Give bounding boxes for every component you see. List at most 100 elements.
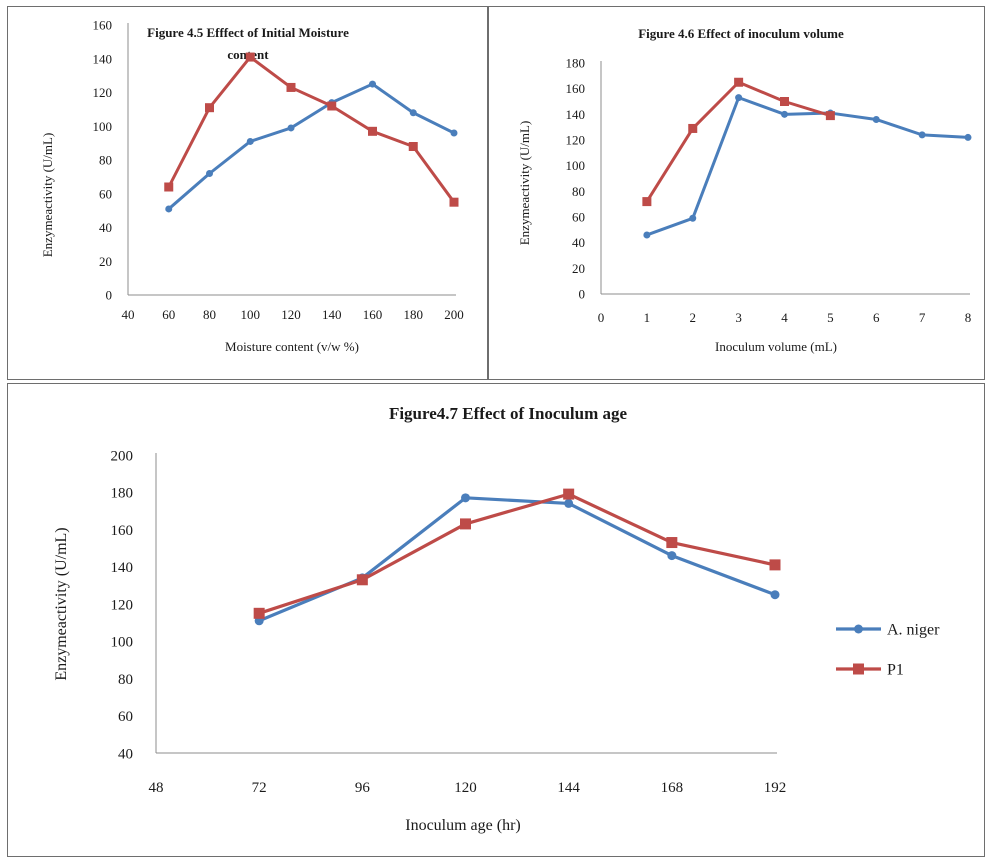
y-tick-label: 100 bbox=[111, 635, 134, 651]
data-point-circle bbox=[781, 110, 788, 118]
x-tick-label: 160 bbox=[363, 307, 383, 322]
data-point-square bbox=[642, 197, 652, 207]
data-point-circle bbox=[369, 80, 376, 88]
x-tick-label: 168 bbox=[661, 780, 684, 796]
data-point-square bbox=[408, 142, 418, 151]
x-tick-label: 4 bbox=[781, 310, 788, 325]
data-point-circle bbox=[246, 137, 254, 145]
y-tick-label: 40 bbox=[118, 746, 133, 762]
series-line-a-niger bbox=[258, 496, 776, 623]
y-tick-label: 20 bbox=[99, 254, 112, 269]
x-tick-label: 144 bbox=[557, 780, 580, 796]
chart-panel-inoculum-volume: Figure 4.6 Effect of inoculum volume 0 20 4… bbox=[488, 6, 985, 380]
y-tick-label: 140 bbox=[111, 560, 134, 576]
data-point-circle bbox=[450, 129, 458, 137]
y-axis-label: Enzymeactivity (U/mL) bbox=[53, 527, 70, 680]
data-point-square bbox=[734, 77, 744, 87]
x-tick-label: 96 bbox=[355, 780, 371, 796]
y-tick-label: 140 bbox=[566, 107, 586, 122]
x-tick-label: 140 bbox=[322, 307, 342, 322]
x-tick-label: 48 bbox=[149, 780, 164, 796]
data-point-square bbox=[769, 559, 781, 571]
y-tick-label: 80 bbox=[99, 153, 112, 168]
data-point-circle bbox=[770, 590, 780, 600]
chart-moisture: Figure 4.5 Efffect of Initial Moistureco… bbox=[40, 18, 464, 354]
data-point-square bbox=[563, 488, 575, 500]
legend-marker-square bbox=[853, 663, 864, 675]
data-point-square bbox=[356, 574, 368, 586]
series-line-series-1 bbox=[646, 96, 969, 237]
x-tick-label: 72 bbox=[252, 780, 267, 796]
series-line-series-1 bbox=[167, 82, 455, 211]
y-tick-label: 60 bbox=[99, 186, 112, 201]
y-tick-label: 160 bbox=[566, 81, 586, 96]
chart-title-line: Figure 4.5 Efffect of Initial Moisture bbox=[147, 25, 349, 40]
x-tick-label: 0 bbox=[598, 310, 605, 325]
data-point-circle bbox=[964, 133, 972, 141]
data-point-circle bbox=[287, 124, 295, 132]
data-point-circle bbox=[643, 231, 651, 239]
y-axis-label: Enzymeactivity (U/mL) bbox=[40, 133, 55, 258]
data-point-square bbox=[666, 537, 678, 549]
data-point-square bbox=[449, 197, 459, 207]
chart-title-line: Figure4.7 Effect of Inoculum age bbox=[389, 404, 628, 423]
data-point-square bbox=[780, 97, 789, 106]
y-tick-label: 100 bbox=[566, 158, 586, 173]
y-tick-label: 140 bbox=[93, 51, 113, 66]
series-line-series-2 bbox=[167, 55, 456, 204]
x-tick-label: 192 bbox=[764, 780, 787, 796]
chart-title-line: Figure 4.6 Effect of inoculum volume bbox=[638, 26, 844, 41]
data-point-square bbox=[327, 101, 337, 111]
y-tick-label: 160 bbox=[93, 18, 113, 33]
x-tick-label: 120 bbox=[454, 780, 477, 796]
y-tick-label: 200 bbox=[111, 448, 134, 464]
legend-label: A. niger bbox=[887, 622, 940, 639]
x-tick-label: 100 bbox=[241, 307, 261, 322]
data-point-circle bbox=[564, 498, 574, 508]
y-tick-label: 180 bbox=[111, 486, 134, 502]
y-axis-label: Enzymeactivity (U/mL) bbox=[517, 121, 532, 246]
chart-panel-moisture: Figure 4.5 Efffect of Initial Moistureco… bbox=[7, 6, 488, 380]
x-tick-label: 6 bbox=[873, 310, 880, 325]
data-point-circle bbox=[689, 214, 697, 222]
y-tick-label: 60 bbox=[572, 210, 585, 225]
x-axis-label: Inoculum age (hr) bbox=[405, 817, 521, 834]
data-point-square bbox=[245, 52, 255, 62]
chart-panel-inoculum-age: Figure4.7 Effect of Inoculum age 40 60 80 10… bbox=[7, 383, 985, 857]
y-tick-label: 80 bbox=[572, 184, 585, 199]
x-tick-label: 180 bbox=[404, 307, 424, 322]
y-tick-label: 120 bbox=[111, 597, 134, 613]
data-point-circle bbox=[165, 205, 173, 213]
data-point-square bbox=[164, 182, 174, 192]
x-tick-label: 5 bbox=[827, 310, 834, 325]
x-tick-label: 60 bbox=[162, 307, 175, 322]
x-tick-label: 1 bbox=[644, 310, 651, 325]
x-tick-label: 2 bbox=[690, 310, 697, 325]
data-point-circle bbox=[667, 551, 677, 561]
series-line-p1 bbox=[258, 492, 776, 615]
y-tick-label: 120 bbox=[93, 85, 113, 100]
x-tick-label: 7 bbox=[919, 310, 926, 325]
x-tick-label: 80 bbox=[203, 307, 216, 322]
legend-marker-circle bbox=[854, 624, 863, 634]
data-point-square bbox=[688, 123, 698, 133]
y-tick-label: 160 bbox=[111, 523, 134, 539]
y-tick-label: 0 bbox=[106, 288, 113, 303]
y-tick-label: 80 bbox=[118, 672, 133, 688]
x-tick-label: 3 bbox=[735, 310, 742, 325]
data-point-square bbox=[825, 111, 835, 121]
y-tick-label: 180 bbox=[566, 56, 586, 71]
data-point-circle bbox=[461, 493, 470, 503]
data-point-square bbox=[205, 103, 214, 113]
data-point-circle bbox=[206, 170, 213, 177]
chart-inoculum-age: Figure4.7 Effect of Inoculum age 40 60 80 10… bbox=[53, 404, 940, 834]
data-point-square bbox=[286, 82, 296, 92]
data-point-circle bbox=[918, 131, 926, 139]
y-tick-label: 60 bbox=[118, 709, 133, 725]
x-axis-label: Inoculum volume (mL) bbox=[715, 339, 837, 354]
legend-label: P1 bbox=[887, 662, 904, 679]
y-tick-label: 40 bbox=[572, 235, 585, 250]
chart-inoculum-volume: Figure 4.6 Effect of inoculum volume0204… bbox=[517, 26, 972, 354]
data-point-circle bbox=[872, 115, 880, 123]
x-axis-label: Moisture content (v/w %) bbox=[225, 339, 359, 354]
